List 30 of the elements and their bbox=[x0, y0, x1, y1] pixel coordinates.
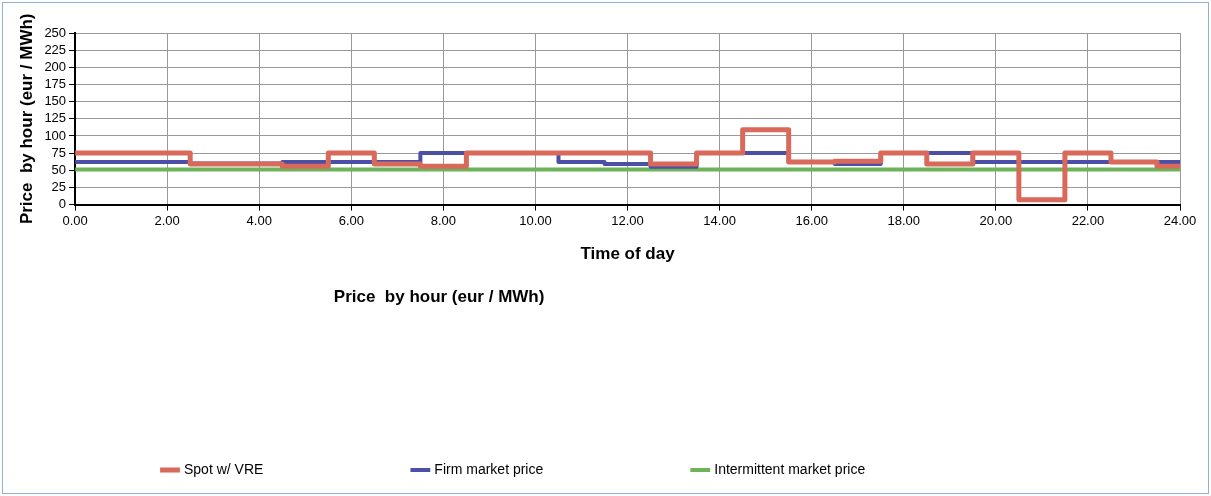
y-tick-label: 100 bbox=[44, 127, 67, 143]
x-tick-label: 8.00 bbox=[430, 212, 457, 228]
x-tick-label: 14.00 bbox=[703, 212, 736, 228]
x-axis-title: Time of day bbox=[580, 244, 676, 264]
y-tick-label: 125 bbox=[44, 110, 67, 126]
x-tick-label: 22.00 bbox=[1071, 212, 1105, 228]
legend-label: Firm market price bbox=[434, 460, 544, 477]
legend-title: Price by hour (eur / MWh) bbox=[333, 286, 545, 306]
y-axis-title: Price by hour (eur / MWh) bbox=[16, 13, 36, 225]
legend-label: Spot w/ VRE bbox=[184, 460, 264, 477]
x-tick-label: 6.00 bbox=[338, 212, 364, 228]
y-tick-label: 150 bbox=[44, 93, 67, 109]
x-tick-label: 20.00 bbox=[979, 212, 1013, 228]
x-tick-label: 10.00 bbox=[519, 212, 552, 228]
legend-label: Intermittent market price bbox=[714, 460, 866, 477]
y-tick-label: 25 bbox=[51, 179, 67, 195]
x-tick-label: 12.00 bbox=[611, 212, 644, 228]
x-tick-label: 24.00 bbox=[1163, 212, 1197, 228]
y-tick-label: 225 bbox=[44, 41, 67, 57]
x-tick-label: 4.00 bbox=[246, 212, 272, 228]
x-tick-label: 18.00 bbox=[887, 212, 921, 228]
y-tick-label: 0 bbox=[58, 196, 67, 212]
y-tick-label: 175 bbox=[44, 76, 67, 92]
y-tick-label: 50 bbox=[51, 161, 67, 177]
x-tick-label: 16.00 bbox=[795, 212, 828, 228]
y-tick-label: 200 bbox=[44, 58, 67, 74]
x-tick-label: 2.00 bbox=[154, 212, 180, 228]
x-tick-label: 0.00 bbox=[62, 212, 88, 228]
y-tick-label: 250 bbox=[44, 24, 67, 40]
y-tick-label: 75 bbox=[51, 144, 67, 160]
